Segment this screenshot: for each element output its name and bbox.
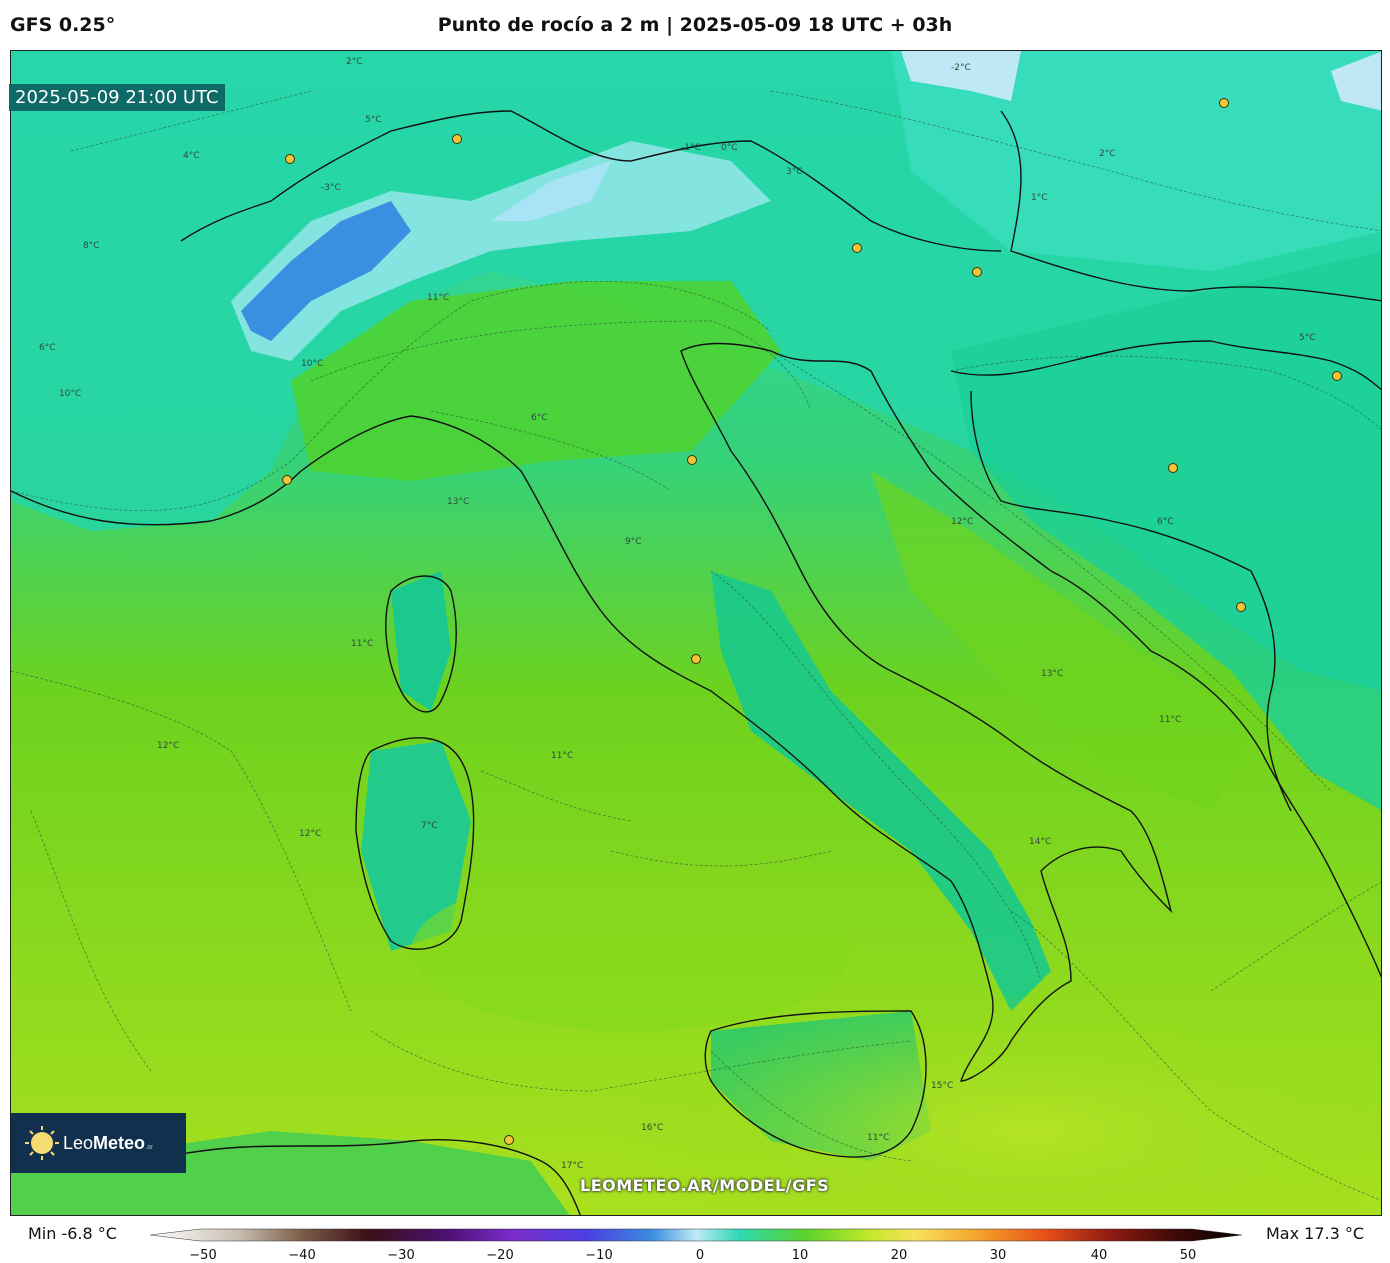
contour-label: 12°C (157, 741, 180, 751)
contour-label: 13°C (1041, 669, 1064, 679)
contour-label: 12°C (299, 829, 322, 839)
contour-label: 2°C (1099, 149, 1116, 159)
contour-label: 10°C (301, 359, 324, 369)
field-balkans (951, 251, 1381, 810)
field-northeast-light (891, 51, 1381, 271)
contour-label: 2°C (346, 57, 363, 67)
contour-lines (11, 90, 1381, 1201)
contour-label: 14°C (1029, 837, 1052, 847)
model-label: GFS 0.25° (10, 14, 116, 36)
contour-label: 15°C (931, 1081, 954, 1091)
contour-label: 11°C (867, 1133, 890, 1143)
contour-label: 7°C (421, 821, 438, 831)
city-marker (972, 267, 982, 277)
colorbar-tick: −10 (585, 1248, 613, 1263)
field-ne-cold (901, 51, 1021, 101)
colorbar-tick: 40 (1090, 1248, 1108, 1263)
contour-label: 1°C (1031, 193, 1048, 203)
field-alps-cold-2 (491, 161, 611, 221)
city-marker (687, 455, 697, 465)
colorbar-tick: −20 (486, 1248, 514, 1263)
sun-icon (25, 1126, 59, 1160)
contour-label: 3°C (786, 167, 803, 177)
field-south-sea (611, 991, 1381, 1215)
contour-label: 6°C (1157, 517, 1174, 527)
coastlines (11, 110, 1381, 1215)
contour-label: -1°C (681, 143, 701, 153)
dewpoint-map (11, 51, 1381, 1215)
contour-label: 6°C (531, 413, 548, 423)
contour-label: 10°C (59, 389, 82, 399)
contour-label: 11°C (351, 639, 374, 649)
leometeo-logo: LeoMeteo.ar (11, 1113, 186, 1173)
field-tyrrhenian (411, 871, 851, 1031)
contour-label: 11°C (427, 293, 450, 303)
city-marker (691, 654, 701, 664)
contour-label: 0°C (721, 143, 738, 153)
city-marker (285, 154, 295, 164)
logo-text: LeoMeteo.ar (63, 1132, 154, 1153)
city-marker (852, 243, 862, 253)
field-corsica (391, 571, 451, 711)
colorbar-tick: 30 (989, 1248, 1007, 1263)
contour-label: -2°C (951, 63, 971, 73)
contour-label: 4°C (183, 151, 200, 161)
contour-label: 11°C (551, 751, 574, 761)
city-marker (1219, 98, 1229, 108)
contour-label: 5°C (365, 115, 382, 125)
contour-label: 11°C (1159, 715, 1182, 725)
colorbar-tick: −30 (387, 1248, 415, 1263)
field-adriatic (871, 471, 1251, 811)
colorbar-min-label: Min -6.8 °C (28, 1224, 117, 1243)
colorbar-max-label: Max 17.3 °C (1266, 1224, 1365, 1243)
contour-label: 9°C (625, 537, 642, 547)
field-po-valley (291, 281, 781, 481)
colorbar-tick: −40 (288, 1248, 316, 1263)
city-marker (282, 475, 292, 485)
colorbar-tick: 0 (695, 1248, 705, 1263)
city-marker (504, 1135, 514, 1145)
field-alps-cold (241, 201, 411, 341)
contour-label: 17°C (561, 1161, 584, 1171)
watermark-url: LEOMETEO.AR/MODEL/GFS (580, 1176, 830, 1195)
colorbar (150, 1228, 1242, 1242)
contour-label: 5°C (1299, 333, 1316, 343)
field-ne-cold-2 (1331, 51, 1381, 111)
contour-label: 6°C (39, 343, 56, 353)
colorbar-bar (150, 1228, 1242, 1242)
colorbar-tick: 10 (791, 1248, 809, 1263)
valid-time-badge: 2025-05-09 21:00 UTC (9, 84, 225, 111)
colorbar-tick: 50 (1179, 1248, 1197, 1263)
field-sardinia (361, 741, 471, 951)
contour-label: 8°C (83, 241, 100, 251)
field-apennines (711, 571, 1051, 1011)
contour-label: 12°C (951, 517, 974, 527)
map-panel: 2°C 4°C 5°C 6°C 8°C 10°C -1°C -2°C -3°C … (10, 50, 1382, 1216)
contour-label: 13°C (447, 497, 470, 507)
city-marker (1332, 371, 1342, 381)
field-alps-light (231, 141, 771, 361)
city-marker (1236, 602, 1246, 612)
contour-label: -3°C (321, 183, 341, 193)
city-marker (1168, 463, 1178, 473)
colorbar-tick: 20 (890, 1248, 908, 1263)
colorbar-tick: −50 (189, 1248, 217, 1263)
contour-label: 16°C (641, 1123, 664, 1133)
city-marker (452, 134, 462, 144)
chart-title: Punto de rocío a 2 m | 2025-05-09 18 UTC… (437, 14, 953, 36)
